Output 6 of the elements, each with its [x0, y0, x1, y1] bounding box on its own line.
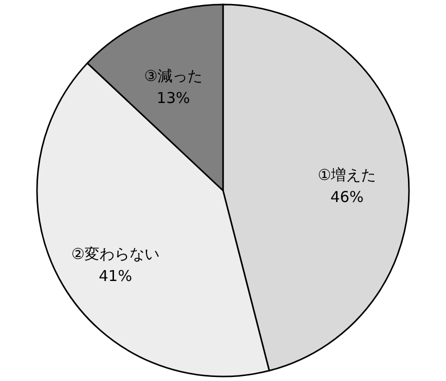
data-label: 46%: [330, 188, 364, 206]
slice-label: ①増えた: [318, 166, 376, 184]
slice-label: ③減った: [144, 66, 203, 85]
data-label: 41%: [98, 267, 132, 286]
data-label: 13%: [156, 88, 190, 107]
slice-label: ②変わらない: [71, 245, 160, 264]
